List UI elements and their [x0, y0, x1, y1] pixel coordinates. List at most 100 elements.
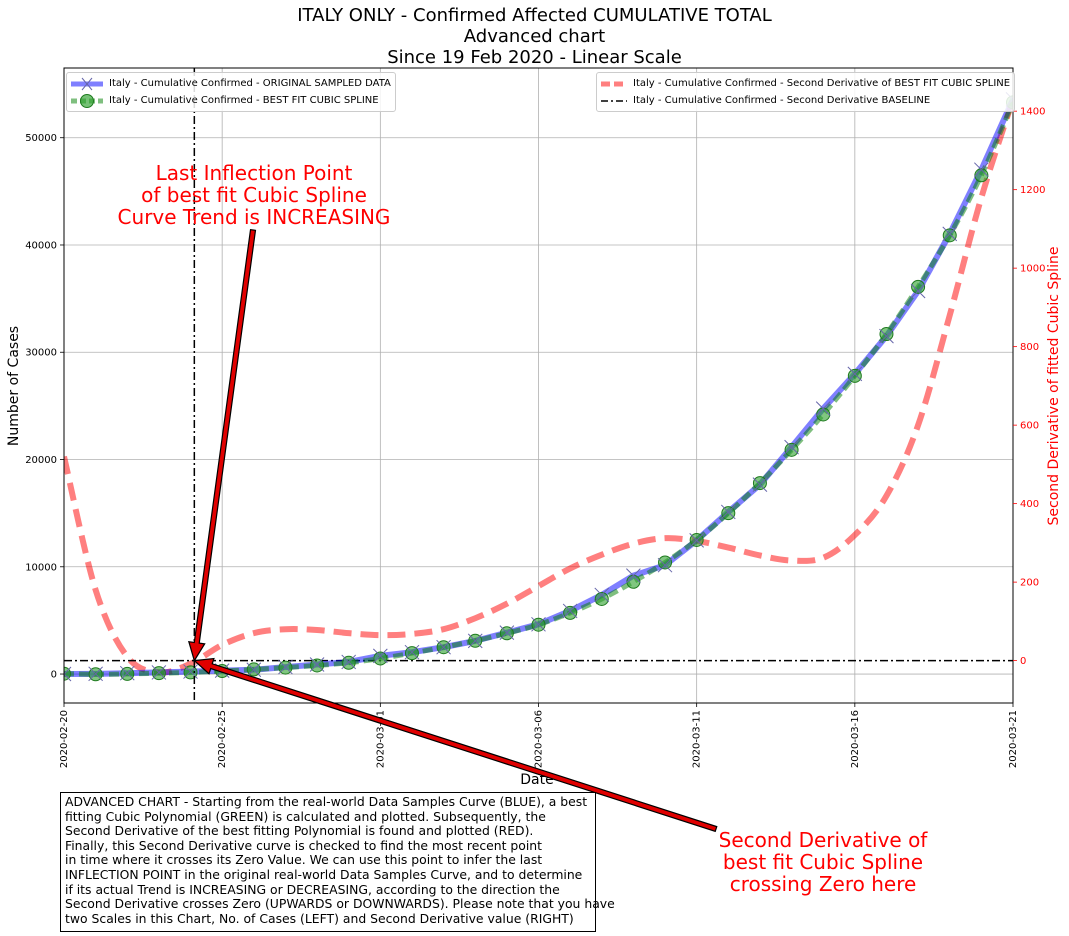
note-line-2: fitting Cubic Polynomial (GREEN) is calc…	[65, 808, 546, 824]
spline-point	[658, 555, 673, 570]
spline-point	[310, 658, 325, 673]
y2-tick-label: 600	[1020, 421, 1039, 432]
spline-point	[752, 476, 767, 491]
spline-point	[784, 442, 799, 457]
spline-point	[64, 666, 71, 681]
data-point-x-b	[436, 639, 451, 655]
data-point-x-b	[879, 328, 894, 344]
data-point-x-b	[815, 401, 831, 416]
chart-title-line-3: Since 19 Feb 2020 - Linear Scale	[387, 47, 682, 68]
y2-axis-label: Second Derivative of fitted Cubic Spline	[1046, 247, 1062, 526]
x-tick-label: 2020-03-06	[534, 710, 545, 768]
spline-point	[721, 506, 736, 521]
annotation-crossing-line-3: crossing Zero here	[729, 872, 917, 896]
spline-point	[974, 168, 989, 183]
spline-point	[183, 665, 198, 680]
legend-label-spline: Italy - Cumulative Confirmed - BEST FIT …	[109, 95, 379, 106]
y2-tick-label: 1400	[1020, 107, 1045, 118]
spline-point	[942, 228, 957, 243]
data-point-x-b	[847, 366, 863, 382]
data-point-x-b	[88, 666, 103, 682]
data-point-x-b	[784, 439, 799, 455]
annotation-inflection-line-3: Curve Trend is INCREASING	[117, 205, 391, 229]
note-line-6: INFLECTION POINT in the original real-wo…	[65, 866, 583, 882]
x-tick-label: 2020-03-21	[1008, 710, 1019, 768]
annotation-crossing-line-2: best fit Cubic Spline	[722, 850, 924, 874]
y-tick-label: 0	[51, 670, 57, 681]
data-point-x-b	[119, 665, 135, 681]
y-tick-label: 50000	[25, 133, 57, 144]
y2-tick-label: 0	[1020, 656, 1026, 667]
chart-title-line-2: Advanced chart	[463, 26, 606, 47]
x-axis: 2020-02-20 2020-02-25 2020-03-01 2020-03-06…	[59, 703, 1019, 768]
note-line-3: Second Derivative of the best fitting Po…	[65, 823, 534, 839]
legend-label-baseline: Italy - Cumulative Confirmed - Second De…	[633, 95, 931, 106]
data-point-x-b	[341, 654, 357, 670]
spline-point	[816, 407, 831, 422]
data-point-x-b	[974, 162, 989, 178]
y2-tick-label: 1200	[1020, 185, 1045, 196]
legend-left: Italy - Cumulative Confirmed - ORIGINAL …	[66, 72, 396, 112]
data-point-x-b	[404, 644, 420, 660]
data-point-x-a	[64, 673, 72, 682]
note-line-5: in time where it crosses its Zero Value.…	[65, 852, 543, 868]
note-line-8: Second Derivative crosses Zero (UPWARDS …	[65, 896, 615, 912]
data-point-x-b	[64, 666, 72, 675]
y2-tick-label: 1000	[1020, 264, 1045, 275]
data-point-x-b	[942, 226, 958, 242]
x-tick-label: 2020-03-16	[850, 710, 861, 768]
data-point-x-b	[689, 533, 705, 548]
y-tick-label: 20000	[25, 455, 57, 466]
spline-point	[151, 666, 166, 681]
legend-item-baseline: Italy - Cumulative Confirmed - Second De…	[601, 92, 1010, 109]
data-point-x-b	[531, 616, 546, 632]
data-point-x-b	[594, 587, 610, 603]
y-tick-label: 10000	[25, 562, 57, 573]
data-point-x-b	[372, 648, 388, 664]
annotation-crossing-text: Second Derivative of best fit Cubic Spli…	[706, 829, 940, 895]
legend-label-second-derivative: Italy - Cumulative Confirmed - Second De…	[633, 78, 1011, 89]
data-point-x-b	[499, 625, 515, 641]
legend-item-second-derivative: Italy - Cumulative Confirmed - Second De…	[601, 75, 1010, 92]
second-derivative-line	[64, 98, 1013, 676]
spline-point	[120, 666, 135, 681]
note-line-1: ADVANCED CHART - Starting from the real-…	[65, 794, 588, 809]
spline-point	[594, 591, 609, 606]
y2-tick-label: 800	[1020, 342, 1039, 353]
data-point-x-b	[309, 657, 325, 672]
y-axis-label: Number of Cases	[6, 326, 22, 446]
x-tick-label: 2020-02-20	[59, 710, 70, 768]
y-tick-label: 30000	[25, 348, 57, 359]
data-point-x-b	[151, 665, 167, 680]
arrow-crossing	[192, 657, 718, 833]
spline-point	[563, 605, 578, 620]
legend-label-original: Italy - Cumulative Confirmed - ORIGINAL …	[109, 78, 391, 89]
spline-point	[404, 646, 419, 661]
spline-point	[341, 655, 356, 670]
note-line-9: two Scales in this Chart, No. of Cases (…	[65, 910, 574, 926]
spline-point	[879, 327, 894, 342]
annotation-inflection-line-2: of best fit Cubic Spline	[141, 183, 367, 207]
legend-swatch-spline	[71, 93, 103, 108]
spline-point	[847, 368, 862, 383]
legend-swatch-original	[71, 77, 103, 90]
grid-lines	[63, 68, 1014, 703]
data-point-x-b	[467, 633, 483, 649]
data-point-x-b	[752, 477, 768, 492]
data-point-x-b	[183, 664, 198, 679]
spline-point	[911, 279, 926, 294]
annotation-crossing-line-1: Second Derivative of	[718, 828, 928, 852]
data-point-x-b	[720, 504, 736, 520]
data-point-x-b	[657, 557, 673, 573]
explanation-note: ADVANCED CHART - Starting from the real-…	[60, 792, 615, 932]
note-line-7: if its actual Trend is INCREASING or DEC…	[65, 881, 560, 897]
note-line-4: Finally, this Second Derivative curve is…	[65, 837, 543, 853]
data-point-x-b	[246, 662, 262, 678]
y-axis-right: 0 200 400 600 800 1000 1200 1400	[1013, 107, 1045, 667]
data-point-x-b	[278, 659, 293, 675]
legend-item-original: Italy - Cumulative Confirmed - ORIGINAL …	[71, 75, 391, 92]
data-point-x-b	[910, 283, 926, 299]
spline-point	[626, 574, 641, 589]
chart-title-line-1: ITALY ONLY - Confirmed Affected CUMULATI…	[297, 5, 772, 26]
